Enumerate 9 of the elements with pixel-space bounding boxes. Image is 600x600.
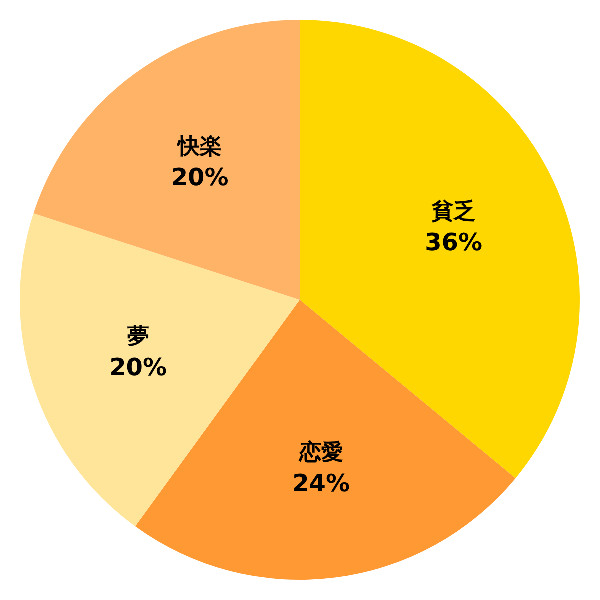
data-label: 20% — [110, 354, 168, 382]
data-label: 36% — [425, 228, 483, 257]
slice-label: 恋愛 — [298, 440, 344, 466]
data-label: 20% — [171, 163, 229, 192]
slice-label: 夢 — [127, 324, 150, 350]
slice-label: 快楽 — [176, 134, 222, 160]
data-label: 24% — [292, 470, 350, 498]
pie-slice — [34, 20, 300, 300]
slice-label: 貧乏 — [430, 200, 476, 225]
